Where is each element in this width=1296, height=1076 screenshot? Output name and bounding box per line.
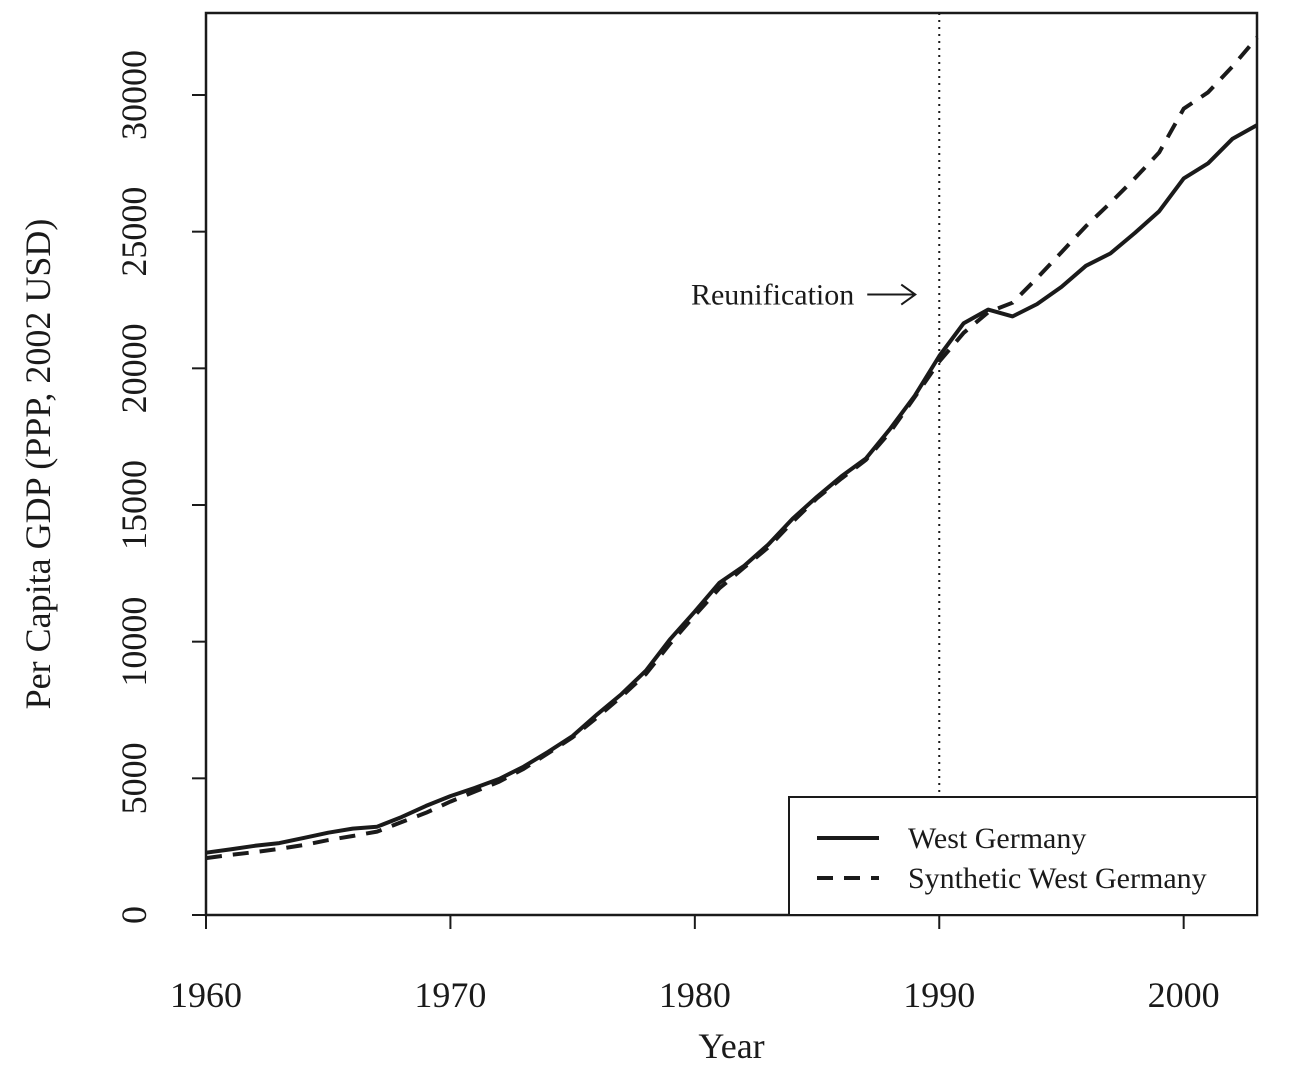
x-tick-label: 1990	[903, 975, 975, 1015]
legend: West Germany Synthetic West Germany	[788, 796, 1258, 916]
reunification-label: Reunification	[691, 279, 854, 312]
x-tick-label: 1970	[414, 975, 486, 1015]
y-tick-label: 5000	[114, 742, 154, 814]
series-line-west-germany	[205, 123, 1258, 855]
legend-label: Synthetic West Germany	[908, 862, 1207, 895]
plot-frame	[204, 11, 1259, 917]
y-tick-label: 0	[114, 906, 154, 924]
reunification-arrow-head-icon	[900, 283, 917, 306]
x-axis: 1960 1970 1980 1990 2000	[170, 915, 1220, 1015]
y-tick-label: 20000	[114, 323, 154, 413]
series-layer	[205, 36, 1259, 861]
y-tick-label: 15000	[114, 460, 154, 550]
y-axis: 0 5000 10000 15000 20000 25000 30000	[114, 50, 206, 924]
y-tick-label: 25000	[114, 187, 154, 277]
reunification-annotation: Reunification	[691, 279, 917, 312]
x-tick-label: 1960	[170, 975, 242, 1015]
y-axis-title: Per Capita GDP (PPP, 2002 USD)	[18, 219, 58, 710]
legend-label: West Germany	[908, 822, 1086, 855]
series-line-synthetic-west-germany	[205, 36, 1259, 861]
legend-box	[788, 796, 1258, 916]
x-tick-label: 1980	[659, 975, 731, 1015]
y-tick-label: 10000	[114, 597, 154, 687]
x-axis-title: Year	[698, 1026, 764, 1066]
y-tick-label: 30000	[114, 50, 154, 140]
x-tick-label: 2000	[1148, 975, 1220, 1015]
